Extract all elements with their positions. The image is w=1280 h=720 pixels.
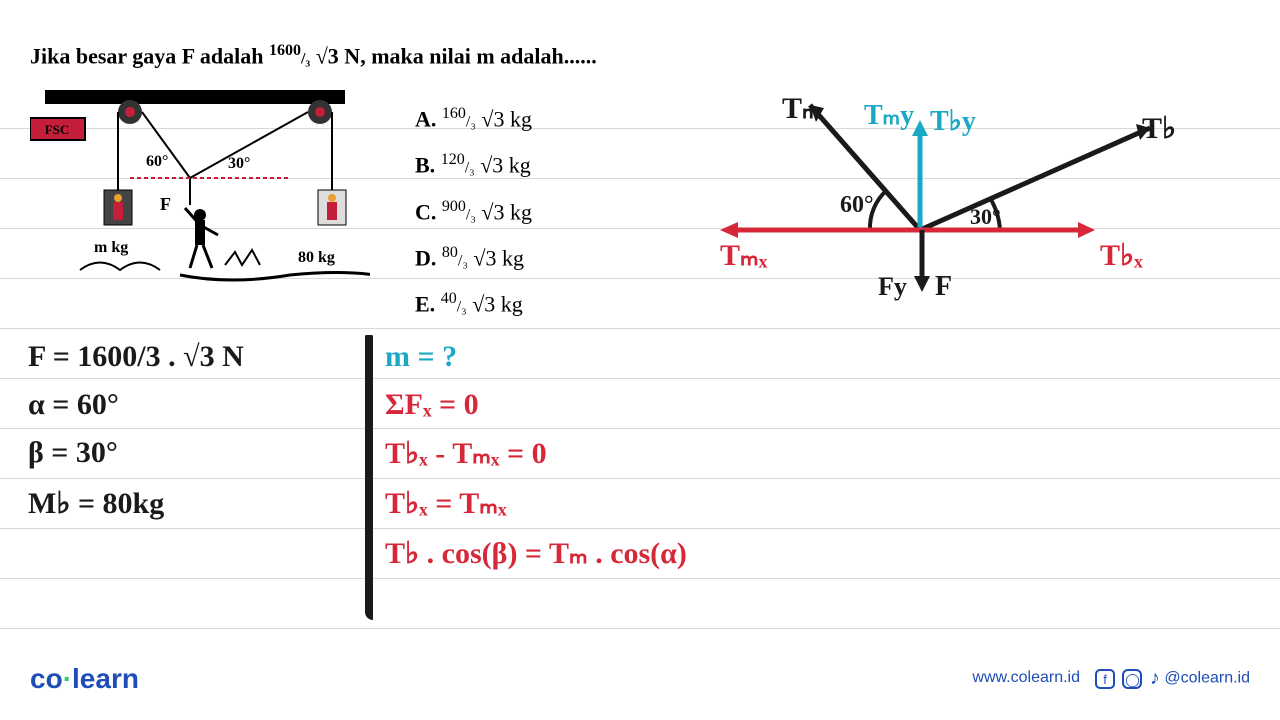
svg-text:T♭ₓ: T♭ₓ: [1100, 239, 1143, 272]
work-line4: T♭ₓ = Tₘₓ: [385, 486, 507, 521]
work-line3: T♭ₓ - Tₘₓ = 0: [385, 436, 547, 471]
logo-learn: learn: [72, 663, 139, 694]
social-handle: @colearn.id: [1164, 670, 1250, 687]
footer: co·learn www.colearn.id f ◯ ♪ @colearn.i…: [0, 655, 1280, 695]
given-line4: M♭ = 80kg: [28, 486, 164, 521]
divider: [365, 335, 373, 620]
svg-text:FSC: FSC: [45, 122, 70, 137]
logo: co·learn: [30, 663, 139, 695]
option-e: E. 40/₃ √3 kg: [415, 280, 532, 326]
svg-text:Tₘ: Tₘ: [782, 92, 821, 125]
svg-text:60°: 60°: [840, 192, 874, 218]
svg-text:F: F: [935, 271, 952, 302]
option-d: D. 80/₃ √3 kg: [415, 234, 532, 280]
footer-social: f ◯ ♪ @colearn.id: [1095, 667, 1250, 690]
svg-text:Tₘₓ: Tₘₓ: [720, 239, 768, 272]
svg-text:Tₘy: Tₘy: [864, 100, 914, 131]
work-line1: m = ?: [385, 340, 457, 374]
frac-den: /₃: [301, 50, 310, 67]
svg-text:T♭: T♭: [1142, 112, 1176, 145]
answer-options: A. 160/₃ √3 kg B. 120/₃ √3 kg C. 900/₃ √…: [415, 95, 532, 327]
logo-co: co: [30, 663, 63, 694]
question-text: Jika besar gaya F adalah 1600/₃ √3 N, ma…: [30, 42, 597, 69]
option-c: C. 900/₃ √3 kg: [415, 188, 532, 234]
free-body-diagram: Tₘ T♭ 60° 30° Tₘy T♭y Tₘₓ T♭ₓ F Fy: [690, 80, 1210, 310]
svg-text:30°: 30°: [228, 155, 250, 172]
given-line1: F = 1600/3 . √3 N: [28, 340, 244, 374]
svg-text:80 kg: 80 kg: [298, 249, 335, 266]
facebook-icon: f: [1095, 669, 1115, 689]
work-line2: ΣFₓ = 0: [385, 388, 479, 422]
svg-text:T♭y: T♭y: [930, 106, 976, 137]
svg-text:60°: 60°: [146, 153, 168, 170]
footer-url: www.colearn.id: [972, 669, 1080, 687]
instagram-icon: ◯: [1122, 669, 1142, 689]
given-line2: α = 60°: [28, 388, 119, 422]
svg-text:F: F: [160, 194, 171, 214]
tiktok-icon: ♪: [1150, 667, 1160, 689]
question-prefix: Jika besar gaya F adalah: [30, 43, 269, 68]
svg-text:Fy: Fy: [878, 272, 907, 301]
frac-num: 1600: [269, 42, 301, 59]
svg-text:m kg: m kg: [94, 239, 128, 256]
question-suffix: √3 N, maka nilai m adalah......: [310, 43, 597, 68]
work-line5: T♭ . cos(β) = Tₘ . cos(α): [385, 536, 687, 571]
option-a: A. 160/₃ √3 kg: [415, 95, 532, 141]
option-b: B. 120/₃ √3 kg: [415, 141, 532, 187]
svg-text:30°: 30°: [970, 204, 1001, 229]
given-line3: β = 30°: [28, 436, 118, 470]
pulley-diagram: FSC 60° 30° F m kg 80 kg: [30, 90, 370, 290]
